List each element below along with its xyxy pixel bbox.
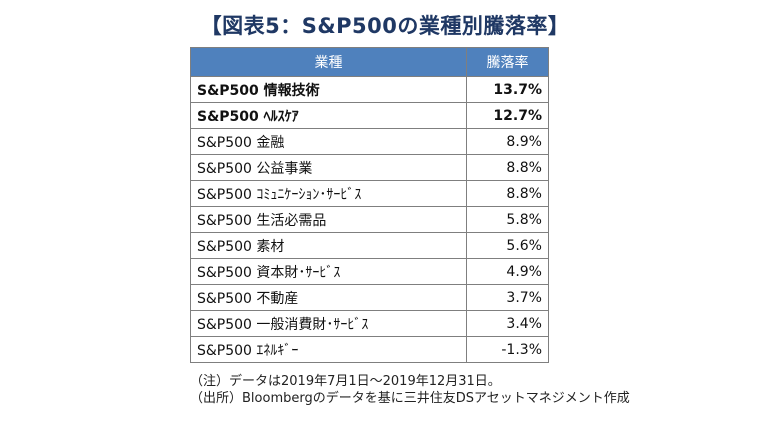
table-row: S&P500 ﾍﾙｽｹｱ 12.7% [190, 102, 549, 129]
return-value-cell: 13.7% [466, 76, 549, 103]
table-header-row: 業種 騰落率 [190, 47, 549, 77]
sector-name-cell: S&P500 資本財･ｻｰﾋﾞｽ [190, 258, 467, 285]
return-value-cell: 3.7% [466, 284, 549, 311]
return-value-cell: 5.8% [466, 206, 549, 233]
table-row: S&P500 ｺﾐｭﾆｹｰｼｮﾝ･ｻｰﾋﾞｽ 8.8% [190, 180, 549, 207]
sector-name-cell: S&P500 情報技術 [190, 76, 467, 103]
sector-name-cell: S&P500 ﾍﾙｽｹｱ [190, 102, 467, 129]
table-row: S&P500 不動産 3.7% [190, 284, 549, 311]
return-value-cell: 8.8% [466, 154, 549, 181]
return-value-cell: 4.9% [466, 258, 549, 285]
table-row: S&P500 金融 8.9% [190, 128, 549, 155]
return-value-cell: 8.8% [466, 180, 549, 207]
return-value-cell: 3.4% [466, 310, 549, 337]
return-value-cell: 12.7% [466, 102, 549, 129]
column-header-return: 騰落率 [466, 47, 549, 77]
sector-name-cell: S&P500 素材 [190, 232, 467, 259]
sector-name-cell: S&P500 一般消費財･ｻｰﾋﾞｽ [190, 310, 467, 337]
sector-name-cell: S&P500 ｺﾐｭﾆｹｰｼｮﾝ･ｻｰﾋﾞｽ [190, 180, 467, 207]
return-value-cell: 8.9% [466, 128, 549, 155]
table-row: S&P500 一般消費財･ｻｰﾋﾞｽ 3.4% [190, 310, 549, 337]
footnotes: （注）データは2019年7月1日～2019年12月31日。 （出所）Bloomb… [190, 373, 630, 407]
table-row: S&P500 公益事業 8.8% [190, 154, 549, 181]
table-row: S&P500 素材 5.6% [190, 232, 549, 259]
table-row: S&P500 情報技術 13.7% [190, 76, 549, 103]
chart-title: 【図表5：S&P500の業種別騰落率】 [200, 14, 570, 38]
table-row: S&P500 資本財･ｻｰﾋﾞｽ 4.9% [190, 258, 549, 285]
sector-name-cell: S&P500 ｴﾈﾙｷﾞｰ [190, 336, 467, 363]
table-row: S&P500 生活必需品 5.8% [190, 206, 549, 233]
return-value-cell: -1.3% [466, 336, 549, 363]
return-value-cell: 5.6% [466, 232, 549, 259]
column-header-sector: 業種 [190, 47, 467, 77]
sector-table: 業種 騰落率 S&P500 情報技術 13.7% S&P500 ﾍﾙｽｹｱ 12.7%… [190, 47, 549, 363]
sector-name-cell: S&P500 生活必需品 [190, 206, 467, 233]
sector-name-cell: S&P500 不動産 [190, 284, 467, 311]
table-row: S&P500 ｴﾈﾙｷﾞｰ -1.3% [190, 336, 549, 363]
sector-name-cell: S&P500 金融 [190, 128, 467, 155]
footnote-source: （出所）Bloombergのデータを基に三井住友DSアセットマネジメント作成 [190, 391, 630, 406]
sector-name-cell: S&P500 公益事業 [190, 154, 467, 181]
table-body: S&P500 情報技術 13.7% S&P500 ﾍﾙｽｹｱ 12.7% S&P500 … [190, 76, 549, 363]
footnote-period: （注）データは2019年7月1日～2019年12月31日。 [190, 374, 501, 389]
